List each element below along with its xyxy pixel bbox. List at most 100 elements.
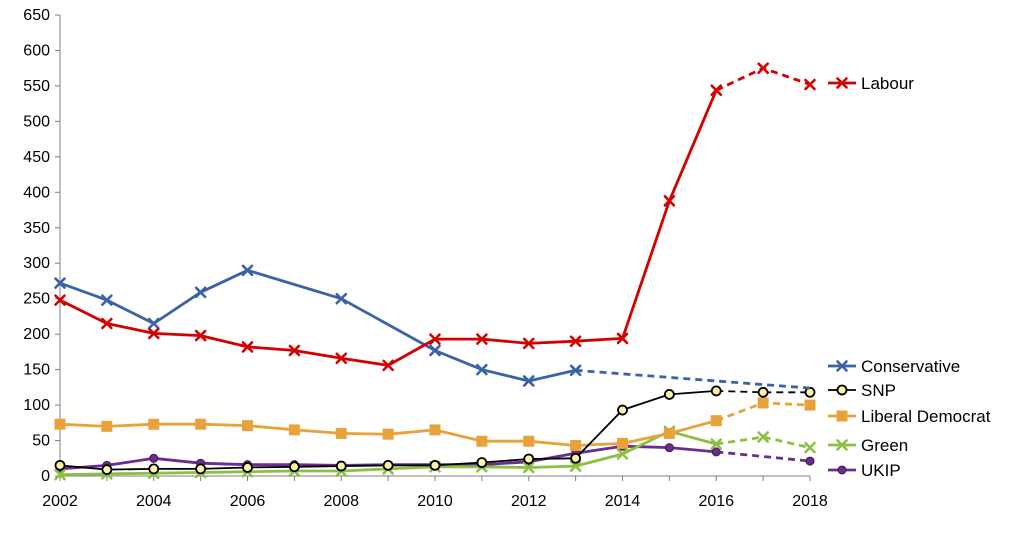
series-line-dashed-conservative bbox=[575, 368, 811, 390]
data-point-liberal-democrat bbox=[523, 435, 535, 447]
y-tick-label: 400 bbox=[23, 184, 50, 201]
legend-label: Labour bbox=[861, 74, 914, 93]
data-point-labour bbox=[335, 352, 348, 365]
data-point-snp bbox=[710, 385, 722, 397]
x-tick-label: 2014 bbox=[605, 493, 641, 510]
y-tick-label: 150 bbox=[23, 362, 50, 379]
data-point-labour bbox=[241, 341, 254, 353]
y-tick-label: 550 bbox=[23, 78, 50, 95]
data-point-labour bbox=[382, 359, 394, 372]
x-tick-label: 2006 bbox=[230, 493, 266, 510]
data-point-labour bbox=[101, 317, 113, 330]
legend-item-labour: Labour bbox=[828, 74, 914, 93]
series-snp bbox=[54, 385, 816, 476]
data-point-labour bbox=[429, 333, 441, 345]
data-point-snp bbox=[617, 404, 628, 416]
legend-label: Green bbox=[861, 436, 908, 455]
data-point-liberal-democrat bbox=[195, 418, 207, 430]
data-point-liberal-democrat bbox=[54, 418, 66, 430]
legend-label: SNP bbox=[861, 381, 896, 400]
data-point-green bbox=[804, 441, 816, 454]
data-point-labour bbox=[616, 332, 629, 345]
y-tick-label: 250 bbox=[23, 291, 50, 308]
data-point-snp bbox=[523, 453, 535, 465]
x-tick-label: 2008 bbox=[323, 493, 359, 510]
data-point-snp bbox=[570, 452, 582, 464]
y-tick-labels: 0 50 100 150 200 250 300 350 400 450 500 550 600 650 bbox=[23, 7, 50, 485]
data-point-green bbox=[710, 438, 723, 450]
data-point-liberal-democrat bbox=[335, 427, 347, 439]
data-point-conservative bbox=[54, 277, 66, 289]
y-tick-label: 600 bbox=[23, 42, 50, 59]
data-point-snp bbox=[757, 386, 769, 398]
x-tick-label: 2002 bbox=[42, 493, 78, 510]
legend-marker bbox=[836, 439, 848, 451]
data-point-snp bbox=[54, 459, 66, 471]
data-point-ukip bbox=[711, 447, 721, 457]
legend-marker bbox=[836, 360, 848, 372]
data-point-snp bbox=[148, 463, 160, 475]
data-point-liberal-democrat bbox=[382, 428, 394, 440]
y-tick-label: 450 bbox=[23, 149, 50, 166]
data-point-labour bbox=[194, 329, 207, 342]
y-tick-label: 200 bbox=[23, 326, 50, 343]
data-point-conservative bbox=[522, 375, 535, 387]
legend-label: Conservative bbox=[861, 357, 960, 376]
data-point-labour bbox=[147, 327, 160, 340]
x-tick-label: 2018 bbox=[792, 493, 828, 510]
data-point-conservative bbox=[429, 344, 441, 357]
data-point-snp bbox=[663, 389, 675, 400]
y-tick-label: 0 bbox=[41, 468, 50, 485]
legend-marker bbox=[836, 410, 848, 422]
legend-item-ukip: UKIP bbox=[828, 461, 901, 480]
y-tick-label: 100 bbox=[23, 397, 50, 414]
data-point-conservative bbox=[241, 264, 254, 277]
legend-item-green: Green bbox=[828, 436, 908, 455]
series-line-dashed-ukip bbox=[716, 450, 811, 463]
series-conservative bbox=[54, 264, 811, 390]
data-point-ukip bbox=[149, 453, 159, 463]
data-point-labour bbox=[522, 337, 535, 350]
data-point-conservative bbox=[147, 317, 160, 330]
data-point-labour bbox=[804, 78, 816, 91]
data-point-snp bbox=[382, 459, 394, 471]
series-line-dashed-labour bbox=[715, 66, 811, 92]
legend-item-liberal-democrat: Liberal Democrat bbox=[828, 407, 991, 426]
series-line-conservative bbox=[59, 268, 576, 383]
data-point-conservative bbox=[476, 363, 488, 376]
data-point-snp bbox=[804, 386, 816, 398]
legend-label: UKIP bbox=[861, 461, 901, 480]
data-point-liberal-democrat bbox=[242, 420, 253, 432]
legend-item-snp: SNP bbox=[828, 381, 896, 400]
data-point-green bbox=[757, 431, 769, 443]
series-line-dashed-snp bbox=[716, 390, 810, 394]
x-tick-labels: 2002 2004 2006 2008 2010 2012 2014 2016 2018 bbox=[42, 493, 828, 510]
legend: Labour Conservative SNP Liberal Democrat Gre… bbox=[828, 74, 991, 480]
x-tick-label: 2010 bbox=[417, 493, 453, 510]
x-tick-label: 2012 bbox=[511, 493, 547, 510]
axes bbox=[55, 14, 811, 481]
data-point-labour bbox=[54, 294, 66, 306]
data-point-ukip bbox=[664, 443, 674, 453]
y-tick-label: 500 bbox=[23, 113, 50, 130]
data-point-green bbox=[54, 468, 66, 481]
data-point-conservative bbox=[101, 294, 113, 306]
data-point-labour bbox=[663, 195, 676, 207]
data-point-liberal-democrat bbox=[101, 420, 113, 432]
data-point-liberal-democrat bbox=[148, 418, 160, 430]
series-line-dashed-green bbox=[716, 435, 811, 449]
series-layer bbox=[54, 62, 816, 481]
data-point-green bbox=[569, 460, 582, 472]
data-point-snp bbox=[288, 461, 300, 473]
data-point-liberal-democrat bbox=[663, 427, 675, 439]
data-point-snp bbox=[335, 460, 347, 472]
data-point-conservative bbox=[569, 364, 582, 377]
series-labour bbox=[54, 62, 816, 372]
data-point-ukip bbox=[805, 456, 815, 466]
data-point-liberal-democrat bbox=[804, 399, 816, 411]
series-liberal-democrat bbox=[54, 397, 816, 452]
data-point-liberal-democrat bbox=[288, 424, 300, 436]
data-point-snp bbox=[195, 463, 207, 475]
